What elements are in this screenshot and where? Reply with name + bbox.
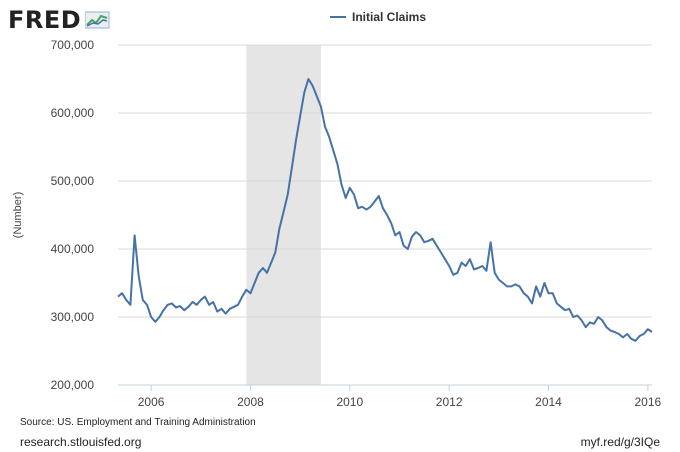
x-tick-label: 2014 [535, 395, 562, 409]
x-tick-label: 2012 [436, 395, 463, 409]
line-chart: 200,000 300,000 400,000 500,000 600,000 700,0… [12, 38, 662, 409]
x-tick-label: 2010 [336, 395, 363, 409]
y-tick-label: 400,000 [51, 242, 95, 256]
fred-chart-logo-icon [85, 11, 110, 29]
y-axis-label: (Number) [12, 192, 24, 238]
source-note: Source: US. Employment and Training Admi… [20, 417, 256, 428]
legend-label: Initial Claims [352, 10, 427, 24]
series-layer [117, 78, 653, 342]
footer-site-link[interactable]: research.stlouisfed.org [20, 435, 142, 449]
x-tick-label: 2016 [635, 395, 662, 409]
axis-layer [118, 384, 652, 391]
fred-logo[interactable]: FRED [8, 6, 111, 34]
series-line-0 [117, 78, 653, 342]
y-tick-label: 700,000 [51, 38, 95, 52]
y-tick-label: 200,000 [51, 378, 95, 392]
y-tick-label: 600,000 [51, 106, 95, 120]
y-tick-label: 500,000 [51, 174, 95, 188]
footer-short-link[interactable]: myf.red/g/3IQe [580, 435, 660, 449]
x-tick-label: 2006 [138, 395, 165, 409]
logo-text: FRED [8, 6, 82, 34]
chart-legend: Initial Claims [330, 10, 426, 24]
label-layer: 200,000 300,000 400,000 500,000 600,000 700,0… [12, 38, 662, 409]
grid-layer [118, 44, 652, 318]
y-tick-label: 300,000 [51, 310, 95, 324]
x-tick-label: 2008 [237, 395, 264, 409]
legend-swatch [330, 16, 346, 18]
